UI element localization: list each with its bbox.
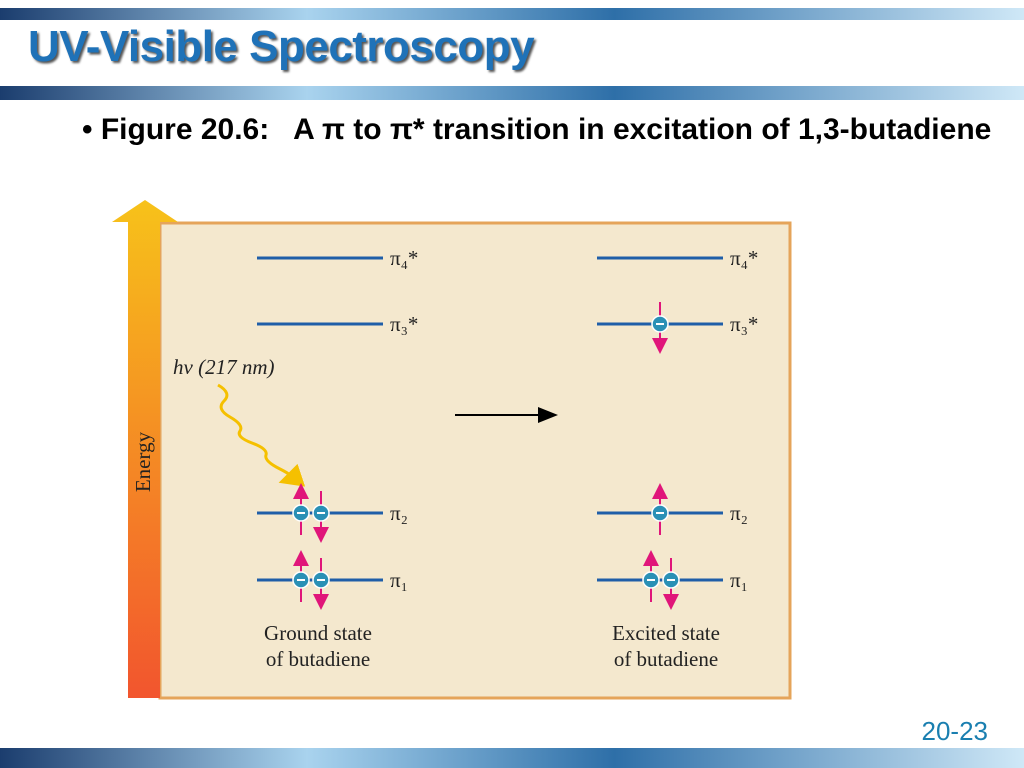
bullet: • Figure 20.6: A π to π* transition in e… — [82, 113, 992, 146]
bottom-band — [0, 748, 1024, 768]
photon-arrow — [217, 383, 306, 487]
bullet-text: Figure 20.6: A π to π* transition in exc… — [100, 113, 992, 146]
caption: Ground state — [264, 621, 372, 645]
photon-label: hν (217 nm) — [173, 355, 274, 379]
orbital-label: π₁ — [390, 568, 408, 592]
caption: of butadiene — [266, 647, 370, 671]
orbital-label: π₂ — [730, 501, 748, 525]
page-number: 20-23 — [921, 716, 989, 746]
orbital-label: π₄* — [390, 246, 418, 270]
axis-label: Energy — [131, 431, 155, 492]
top-band — [0, 8, 1024, 20]
title-band — [0, 86, 1024, 100]
orbital-label: π₃* — [730, 312, 758, 336]
caption: Excited state — [612, 621, 720, 645]
figure-box — [158, 221, 792, 700]
orbital-label: π₃* — [390, 312, 418, 336]
caption: of butadiene — [614, 647, 718, 671]
orbital-label: π₄* — [730, 246, 758, 270]
title: UV-Visible Spectroscopy — [28, 22, 535, 71]
orbital-label: π₁ — [730, 568, 748, 592]
energy-arrow — [112, 200, 178, 698]
orbital-label: π₂ — [390, 501, 408, 525]
